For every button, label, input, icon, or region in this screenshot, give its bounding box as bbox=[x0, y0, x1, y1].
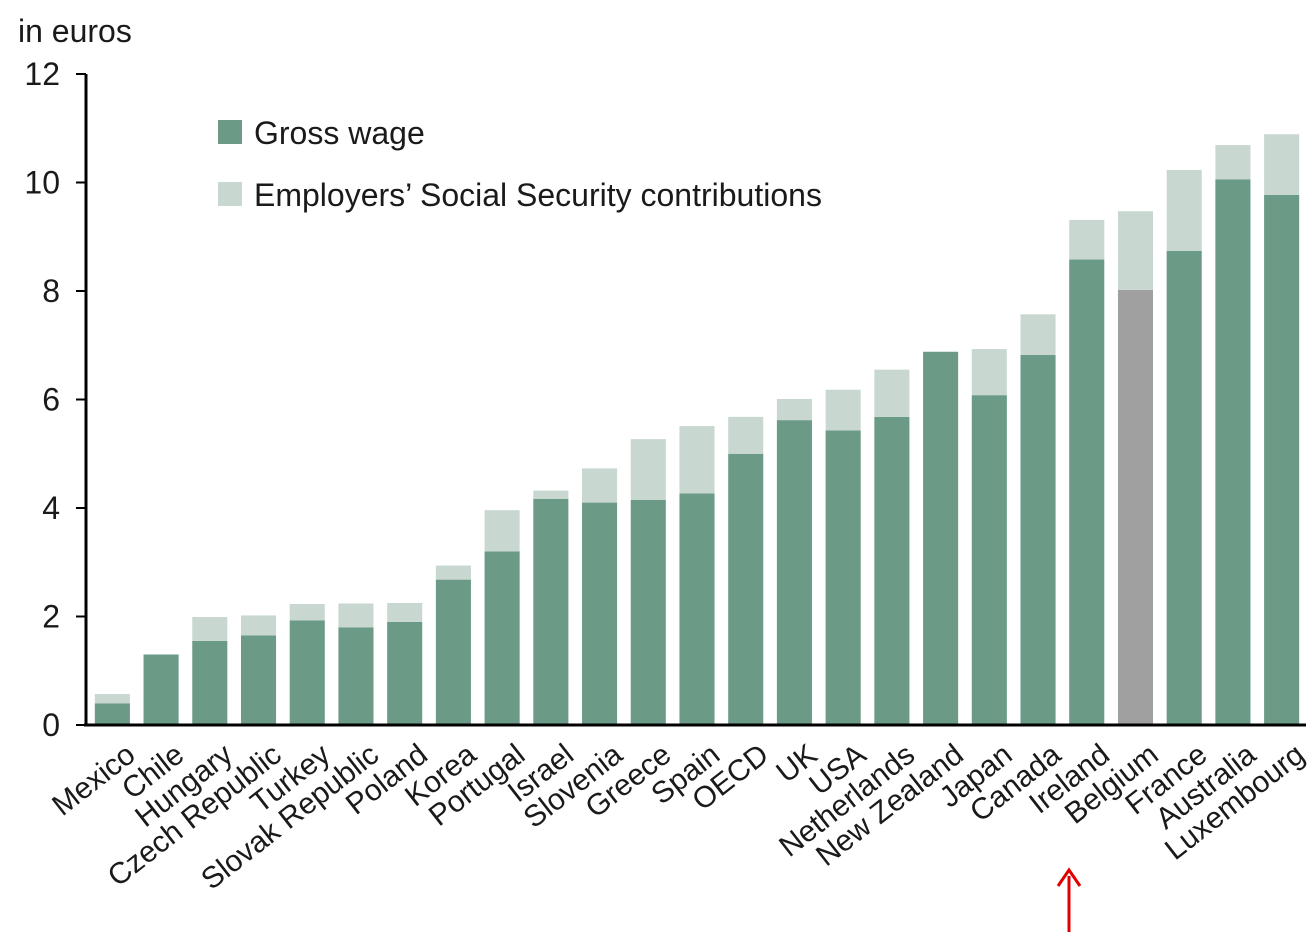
bar-greece-employer-contributions bbox=[630, 439, 666, 500]
bar-australia-gross-wage bbox=[1215, 179, 1251, 725]
bar-slovenia-employer-contributions bbox=[582, 468, 618, 503]
bar-czech-republic-gross-wage bbox=[240, 635, 277, 725]
legend-label-employers-contributions: Employers’ Social Security contributions bbox=[254, 177, 822, 213]
bar-canada-employer-contributions bbox=[1020, 314, 1056, 356]
bar-czech-republic-employer-contributions bbox=[240, 615, 277, 636]
bar-turkey-employer-contributions bbox=[289, 604, 325, 621]
legend-swatch-employers-contributions bbox=[218, 182, 242, 206]
y-tick-label: 2 bbox=[42, 599, 60, 635]
bar-ireland-employer-contributions bbox=[1069, 219, 1105, 260]
bar-new-zealand-gross-wage bbox=[923, 351, 959, 725]
y-ticks-group: 0 2 4 6 8 10 12 bbox=[24, 56, 86, 743]
bar-israel-employer-contributions bbox=[533, 490, 569, 499]
annotation-arrow bbox=[1056, 867, 1082, 932]
bar-spain-employer-contributions bbox=[679, 426, 715, 494]
bar-portugal-employer-contributions bbox=[484, 510, 520, 552]
y-tick-label: 4 bbox=[42, 490, 60, 526]
bar-poland-employer-contributions bbox=[387, 602, 423, 622]
bar-greece-gross-wage bbox=[630, 499, 666, 725]
bar-korea-employer-contributions bbox=[435, 565, 471, 580]
bar-japan-gross-wage bbox=[971, 395, 1007, 725]
bar-netherlands-gross-wage bbox=[874, 416, 910, 725]
bar-luxembourg-gross-wage bbox=[1264, 194, 1300, 726]
bar-oecd-gross-wage bbox=[728, 453, 764, 725]
bar-israel-gross-wage bbox=[533, 498, 569, 725]
bar-korea-gross-wage bbox=[435, 579, 471, 725]
bar-canada-gross-wage bbox=[1020, 355, 1056, 725]
bar-hungary-gross-wage bbox=[192, 640, 228, 725]
bar-slovak-republic-employer-contributions bbox=[338, 603, 374, 628]
bar-portugal-gross-wage bbox=[484, 551, 520, 725]
bar-japan-employer-contributions bbox=[971, 349, 1007, 396]
legend-label-gross-wage: Gross wage bbox=[254, 115, 425, 151]
bar-australia-employer-contributions bbox=[1215, 145, 1251, 180]
y-tick-label: 12 bbox=[24, 56, 60, 92]
bar-turkey-gross-wage bbox=[289, 620, 325, 725]
bar-mexico-employer-contributions bbox=[94, 694, 130, 704]
bar-uk-employer-contributions bbox=[776, 398, 812, 421]
bar-hungary-employer-contributions bbox=[192, 617, 228, 641]
y-axis-unit-label: in euros bbox=[18, 13, 132, 49]
bar-oecd-employer-contributions bbox=[728, 416, 764, 454]
bar-usa-gross-wage bbox=[825, 430, 861, 725]
bar-usa-employer-contributions bbox=[825, 389, 861, 431]
bar-slovak-republic-gross-wage bbox=[338, 627, 374, 725]
bar-ireland-gross-wage bbox=[1069, 259, 1105, 725]
bar-belgium-employer-contributions bbox=[1117, 211, 1154, 290]
arrow-head bbox=[1056, 867, 1082, 887]
y-tick-label: 10 bbox=[24, 165, 60, 201]
y-tick-label: 6 bbox=[42, 382, 60, 418]
bar-france-employer-contributions bbox=[1166, 170, 1202, 251]
legend: Gross wage Employers’ Social Security co… bbox=[218, 115, 822, 213]
bar-luxembourg-employer-contributions bbox=[1264, 134, 1300, 195]
y-tick-label: 0 bbox=[42, 707, 60, 743]
bars-group bbox=[94, 134, 1300, 726]
legend-swatch-gross-wage bbox=[218, 120, 242, 144]
bar-uk-gross-wage bbox=[776, 420, 812, 725]
bar-france-gross-wage bbox=[1166, 250, 1202, 725]
bar-belgium-gross-wage bbox=[1117, 289, 1154, 725]
bar-netherlands-employer-contributions bbox=[874, 369, 910, 417]
bar-spain-gross-wage bbox=[679, 493, 715, 725]
bar-mexico-gross-wage bbox=[94, 703, 130, 725]
bar-chile-gross-wage bbox=[143, 654, 179, 725]
y-tick-label: 8 bbox=[42, 273, 60, 309]
bar-poland-gross-wage bbox=[387, 621, 423, 725]
bar-slovenia-gross-wage bbox=[582, 502, 618, 725]
